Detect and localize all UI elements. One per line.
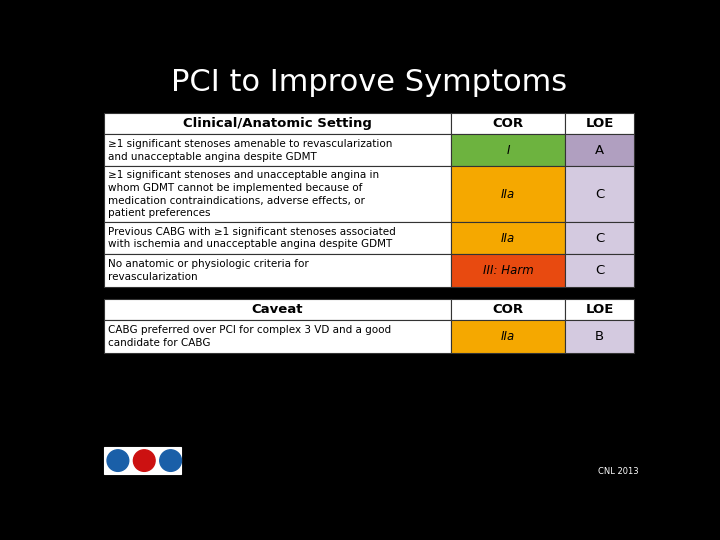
Text: C: C — [595, 188, 604, 201]
Bar — [451, 112, 565, 134]
Text: III: Harm: III: Harm — [483, 264, 534, 277]
Text: CNL 2013: CNL 2013 — [598, 467, 639, 476]
Bar — [565, 320, 634, 353]
Text: No anatomic or physiologic criteria for
revascularization: No anatomic or physiologic criteria for … — [108, 259, 309, 282]
Text: C: C — [595, 264, 604, 277]
Circle shape — [133, 450, 155, 471]
Bar — [565, 166, 634, 222]
Text: ≥1 significant stenoses amenable to revascularization
and unacceptable angina de: ≥1 significant stenoses amenable to reva… — [108, 139, 392, 161]
Text: ≥1 significant stenoses and unacceptable angina in
whom GDMT cannot be implement: ≥1 significant stenoses and unacceptable… — [108, 170, 379, 218]
Text: C: C — [595, 232, 604, 245]
Bar — [565, 222, 634, 254]
Circle shape — [107, 450, 129, 471]
Bar — [451, 320, 565, 353]
Text: LOE: LOE — [585, 303, 613, 316]
Text: B: B — [595, 330, 604, 343]
Text: LOE: LOE — [585, 117, 613, 130]
Text: I: I — [506, 144, 510, 157]
Text: IIa: IIa — [501, 330, 516, 343]
Text: Caveat: Caveat — [252, 303, 303, 316]
Bar — [104, 320, 451, 353]
Bar — [451, 134, 565, 166]
Text: IIa: IIa — [501, 232, 516, 245]
Circle shape — [160, 450, 181, 471]
Bar — [451, 254, 565, 287]
Bar — [451, 299, 565, 320]
Bar — [451, 166, 565, 222]
Bar — [104, 447, 181, 475]
Text: IIa: IIa — [501, 188, 516, 201]
Bar — [104, 166, 451, 222]
Text: CABG preferred over PCI for complex 3 VD and a good
candidate for CABG: CABG preferred over PCI for complex 3 VD… — [108, 325, 391, 348]
Bar — [104, 254, 451, 287]
Bar — [565, 254, 634, 287]
Text: Clinical/Anatomic Setting: Clinical/Anatomic Setting — [183, 117, 372, 130]
Bar — [104, 299, 451, 320]
Bar — [104, 134, 451, 166]
Text: Previous CABG with ≥1 significant stenoses associated
with ischemia and unaccept: Previous CABG with ≥1 significant stenos… — [108, 227, 395, 249]
Text: COR: COR — [492, 303, 523, 316]
Bar — [104, 112, 451, 134]
Bar — [104, 222, 451, 254]
Text: COR: COR — [492, 117, 523, 130]
Bar — [565, 134, 634, 166]
Text: A: A — [595, 144, 604, 157]
Bar — [565, 112, 634, 134]
Bar — [565, 299, 634, 320]
Bar — [451, 222, 565, 254]
Text: PCI to Improve Symptoms: PCI to Improve Symptoms — [171, 68, 567, 97]
